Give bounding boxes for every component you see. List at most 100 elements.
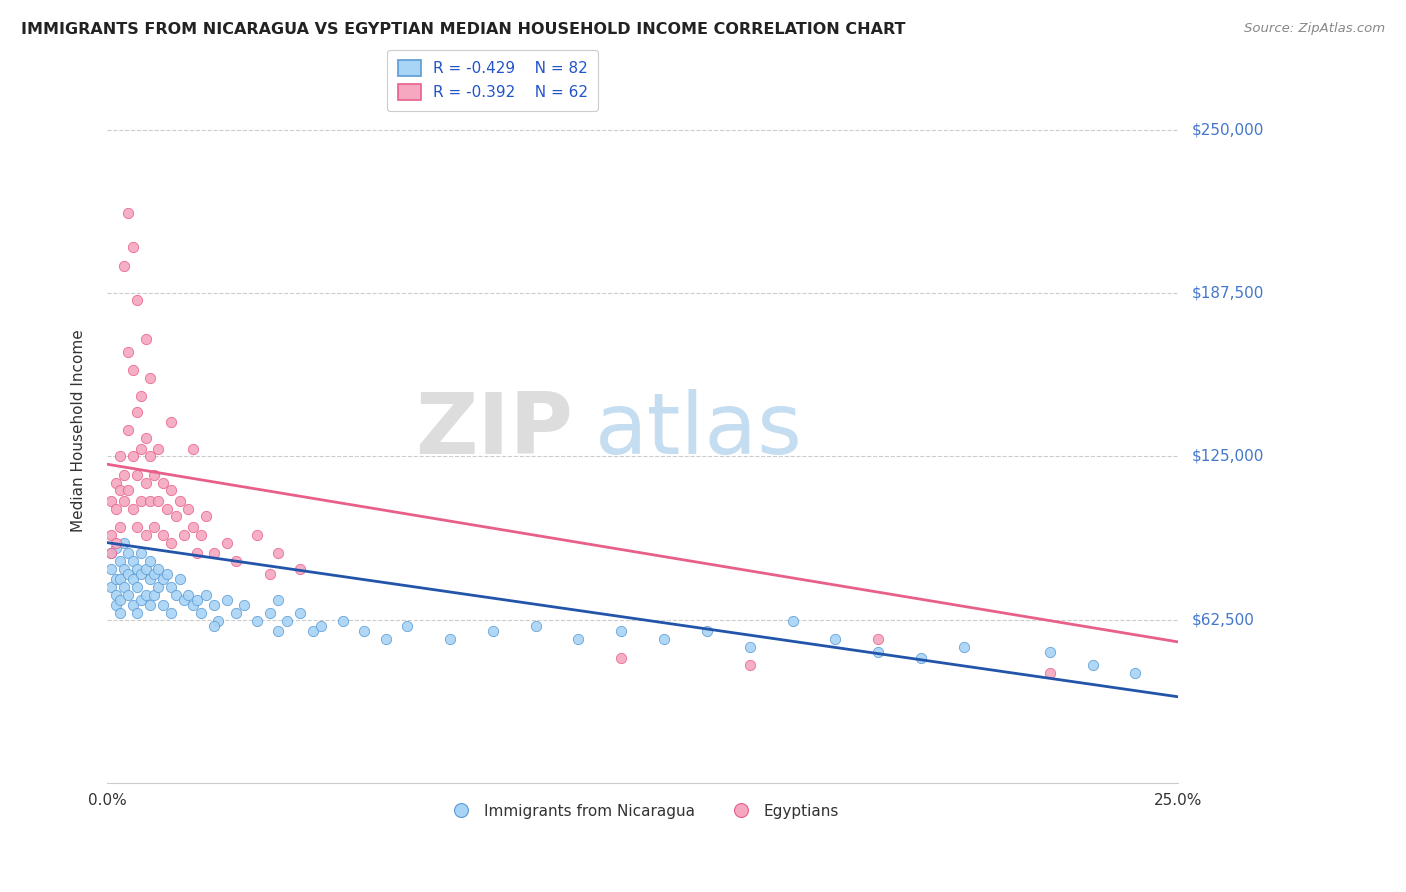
Point (177, 501, 200, 516)
Point (169, 493, 191, 508)
Point (1039, 666, 1062, 681)
Point (104, 501, 127, 516)
Point (117, 483, 139, 498)
Point (194, 588, 217, 602)
Point (135, 562, 157, 576)
Point (1081, 658, 1104, 673)
Point (202, 619, 225, 633)
Point (104, 599, 127, 613)
Point (152, 475, 174, 490)
Point (267, 546, 290, 560)
Point (121, 554, 143, 568)
Point (246, 528, 269, 542)
Point (1039, 645, 1062, 659)
Point (104, 572, 127, 586)
Point (112, 467, 135, 482)
Point (108, 554, 131, 568)
Point (276, 614, 298, 628)
Point (117, 588, 139, 602)
Point (246, 614, 269, 628)
Point (100, 546, 122, 560)
Point (259, 606, 281, 620)
Text: ZIP: ZIP (415, 389, 574, 472)
Point (100, 493, 122, 508)
Point (100, 580, 122, 594)
Point (100, 528, 122, 542)
Point (332, 614, 354, 628)
Point (125, 562, 148, 576)
Point (177, 588, 200, 602)
Point (610, 624, 633, 639)
Point (104, 475, 127, 490)
Point (112, 562, 135, 576)
Point (131, 389, 153, 403)
Point (117, 344, 139, 359)
Point (190, 606, 212, 620)
Point (131, 442, 153, 456)
Point (186, 593, 208, 607)
Point (148, 562, 170, 576)
Point (190, 528, 212, 542)
Point (738, 640, 761, 655)
Point (181, 599, 204, 613)
Point (782, 614, 804, 628)
Point (353, 624, 375, 639)
Point (112, 580, 135, 594)
Point (215, 535, 238, 549)
Point (121, 572, 143, 586)
Point (173, 593, 195, 607)
Point (100, 562, 122, 576)
Point (202, 599, 225, 613)
Point (135, 475, 157, 490)
Text: $250,000: $250,000 (1192, 122, 1264, 137)
Point (117, 546, 139, 560)
Text: $62,500: $62,500 (1192, 612, 1256, 627)
Point (143, 566, 166, 581)
Point (135, 332, 157, 346)
Point (143, 467, 166, 482)
Point (610, 650, 633, 665)
Point (125, 520, 148, 534)
Point (910, 650, 932, 665)
Point (135, 431, 157, 445)
Point (117, 423, 139, 437)
Point (160, 535, 183, 549)
Point (108, 450, 131, 464)
Point (288, 606, 311, 620)
Point (152, 528, 174, 542)
Point (267, 593, 290, 607)
Point (112, 535, 135, 549)
Point (131, 546, 153, 560)
Point (169, 572, 191, 586)
Point (194, 509, 217, 524)
Point (152, 572, 174, 586)
Point (652, 632, 675, 647)
Point (160, 606, 183, 620)
Point (160, 483, 183, 498)
Point (117, 206, 139, 220)
Point (108, 593, 131, 607)
Point (139, 572, 162, 586)
Point (824, 632, 846, 647)
Point (125, 293, 148, 307)
Point (160, 416, 183, 430)
Point (135, 528, 157, 542)
Point (104, 541, 127, 555)
Point (207, 614, 229, 628)
Point (181, 442, 204, 456)
Point (100, 546, 122, 560)
Point (267, 624, 290, 639)
Point (186, 546, 208, 560)
Point (139, 371, 162, 385)
Point (125, 405, 148, 419)
Text: Source: ZipAtlas.com: Source: ZipAtlas.com (1244, 22, 1385, 36)
Point (173, 528, 195, 542)
Text: IMMIGRANTS FROM NICARAGUA VS EGYPTIAN MEDIAN HOUSEHOLD INCOME CORRELATION CHART: IMMIGRANTS FROM NICARAGUA VS EGYPTIAN ME… (21, 22, 905, 37)
Point (156, 501, 179, 516)
Point (121, 363, 143, 377)
Point (225, 606, 247, 620)
Point (165, 509, 187, 524)
Point (104, 535, 127, 549)
Point (215, 593, 238, 607)
Point (121, 240, 143, 254)
